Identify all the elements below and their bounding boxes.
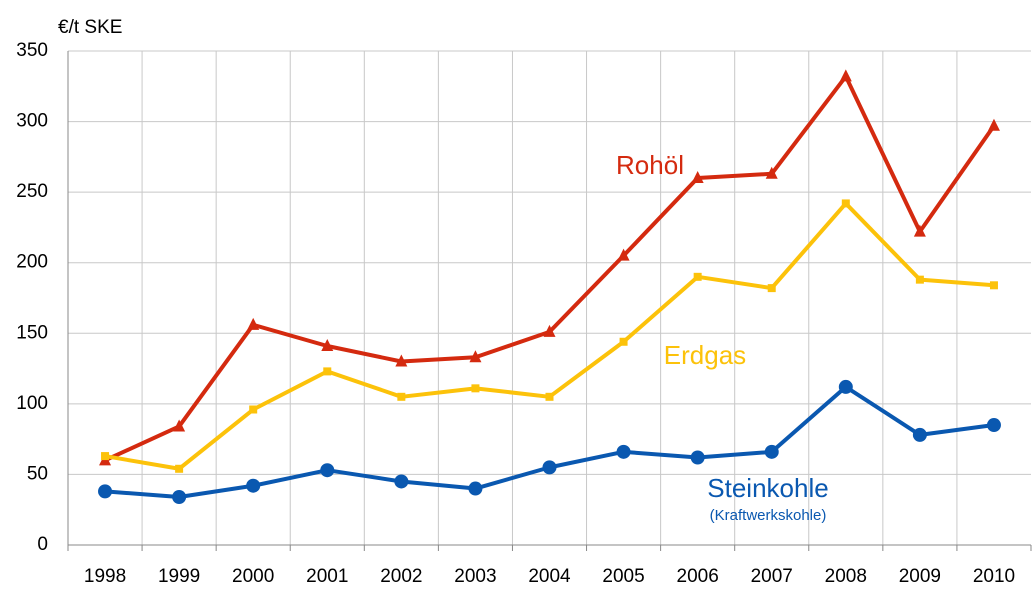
y-tick-label: 250 — [16, 181, 48, 202]
x-tick-label: 2007 — [751, 566, 793, 587]
y-tick-label: 350 — [16, 40, 48, 61]
x-tick-label: 2005 — [602, 566, 644, 587]
marker — [320, 463, 335, 478]
marker — [616, 444, 631, 459]
marker — [915, 275, 924, 284]
x-tick-label: 1998 — [84, 566, 126, 587]
marker — [619, 337, 628, 346]
marker — [471, 384, 480, 393]
marker — [394, 474, 409, 489]
marker — [173, 419, 186, 432]
marker — [323, 367, 332, 376]
marker — [986, 418, 1001, 433]
marker — [690, 450, 705, 465]
marker — [172, 490, 187, 505]
series-label: Erdgas — [664, 340, 746, 370]
marker — [246, 478, 261, 493]
marker — [839, 69, 852, 82]
x-tick-label: 2000 — [232, 566, 274, 587]
marker — [247, 317, 260, 330]
marker — [321, 338, 334, 351]
series-note: (Kraftwerkskohle) — [710, 507, 827, 524]
marker — [693, 272, 702, 281]
x-tick-label: 2002 — [380, 566, 422, 587]
marker — [838, 379, 853, 394]
marker — [987, 118, 1000, 131]
marker — [767, 284, 776, 293]
x-tick-label: 2003 — [454, 566, 496, 587]
x-tick-label: 2001 — [306, 566, 348, 587]
y-tick-label: 200 — [16, 252, 48, 273]
y-axis-label: €/t SKE — [58, 17, 122, 38]
marker — [764, 444, 779, 459]
marker — [468, 481, 483, 496]
marker — [397, 392, 406, 401]
marker — [912, 427, 927, 442]
marker — [249, 405, 258, 414]
x-tick-label: 2006 — [677, 566, 719, 587]
marker — [395, 354, 408, 367]
x-tick-label: 2009 — [899, 566, 941, 587]
marker — [175, 464, 184, 473]
y-tick-label: 0 — [37, 534, 48, 555]
marker — [545, 392, 554, 401]
y-tick-label: 150 — [16, 322, 48, 343]
marker — [101, 452, 110, 461]
marker — [841, 199, 850, 208]
marker — [989, 281, 998, 290]
marker — [691, 171, 704, 184]
x-tick-label: 2008 — [825, 566, 867, 587]
y-tick-label: 50 — [27, 463, 48, 484]
marker — [98, 484, 113, 499]
series-label: Steinkohle — [707, 473, 828, 503]
marker — [543, 324, 556, 337]
y-tick-label: 300 — [16, 111, 48, 132]
y-tick-label: 100 — [16, 393, 48, 414]
x-tick-label: 2010 — [973, 566, 1015, 587]
marker — [617, 248, 630, 261]
marker — [765, 166, 778, 179]
x-tick-label: 2004 — [528, 566, 571, 587]
series-label: Rohöl — [616, 150, 684, 180]
marker — [542, 460, 557, 475]
marker — [469, 350, 482, 363]
x-tick-label: 1999 — [158, 566, 200, 587]
marker — [913, 224, 926, 237]
series-line — [104, 74, 996, 463]
